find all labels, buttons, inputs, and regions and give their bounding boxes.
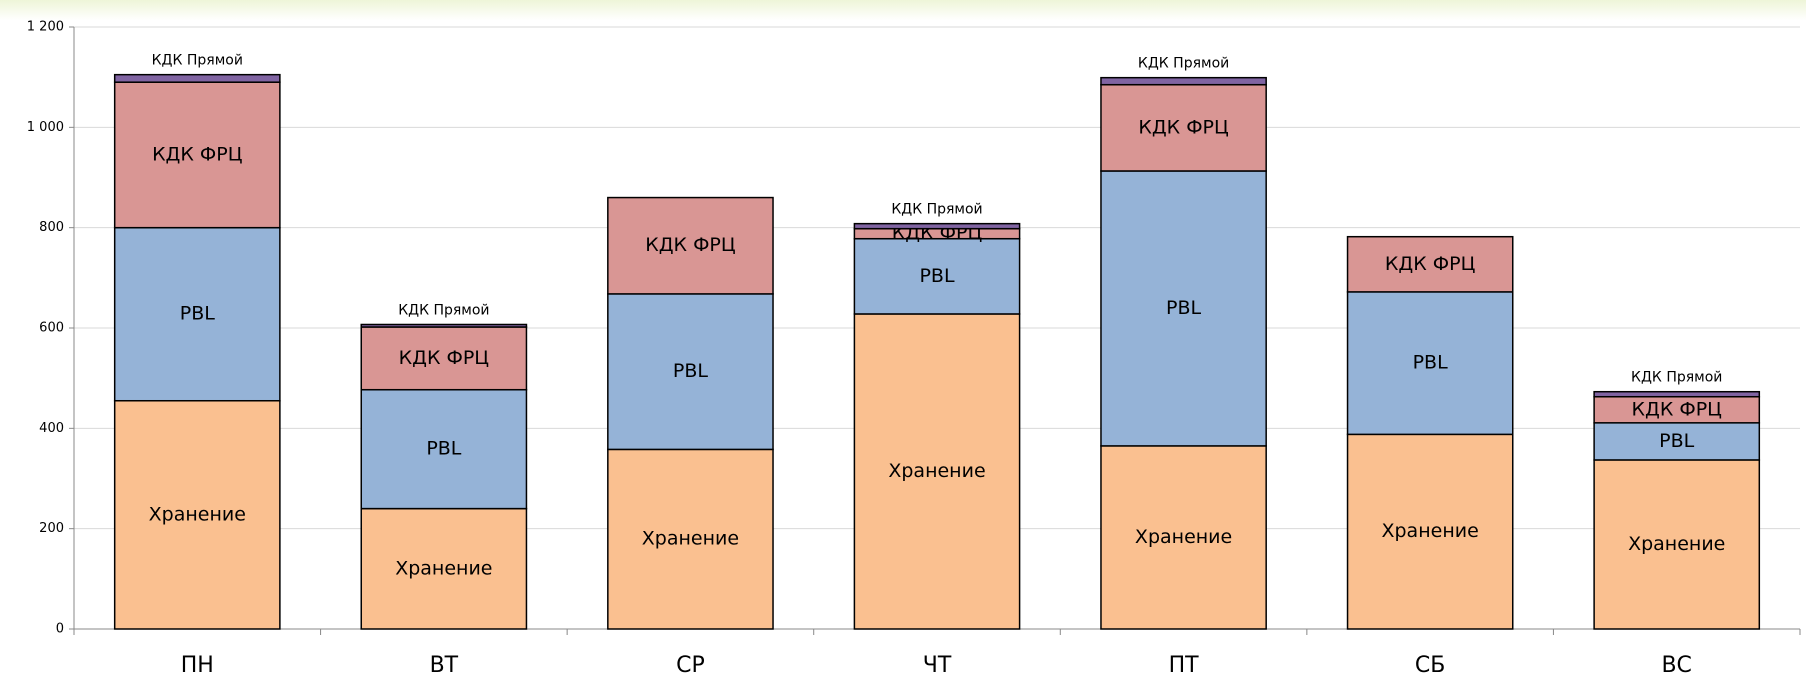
y-tick-label: 1 200 [27, 20, 64, 35]
bar-segment [1100, 445, 1267, 630]
segment-label: PBL [919, 265, 954, 287]
segment-label: Хранение [395, 557, 492, 579]
segment-label: КДК ФРЦ [399, 347, 489, 369]
y-tick-label: 200 [39, 521, 64, 536]
bar-segment [1593, 395, 1761, 424]
segment-label: PBL [673, 360, 708, 382]
segment-label: КДК Прямой [891, 202, 982, 218]
bar-segment [1346, 235, 1514, 293]
segment-label: КДК Прямой [152, 53, 243, 69]
bar-segment [113, 81, 281, 229]
bar-segment [1346, 433, 1514, 630]
x-tick-label: ВТ [430, 653, 459, 678]
segment-label: Хранение [1628, 533, 1725, 555]
segment-label: Хранение [1381, 520, 1478, 542]
segment-label: Хранение [1135, 526, 1232, 548]
x-tick-label: ЧТ [923, 653, 952, 678]
bar-segment [113, 226, 281, 402]
y-tick-label: 600 [39, 321, 64, 336]
segment-label: PBL [1166, 297, 1201, 319]
x-tick-label: ВС [1661, 653, 1691, 678]
x-tick-label: ПН [181, 653, 214, 678]
bar-segment [1593, 422, 1761, 461]
bar-segment [853, 313, 1021, 630]
segment-label: Хранение [149, 503, 246, 525]
x-tick-label: ПТ [1169, 653, 1200, 678]
segment-label: КДК ФРЦ [1385, 253, 1475, 275]
y-tick-label: 400 [39, 421, 64, 436]
segment-label: КДК Прямой [1138, 56, 1229, 72]
bar-segment [360, 507, 528, 630]
bar-segment [1593, 390, 1761, 398]
bar-segment [360, 323, 528, 328]
y-tick-label: 1 000 [27, 120, 64, 135]
x-tick-label: СР [676, 653, 705, 678]
bar-segment [1593, 459, 1761, 630]
bar-segment [1100, 76, 1267, 86]
segment-label: Хранение [888, 460, 985, 482]
bar-segment [853, 222, 1021, 230]
segment-label: PBL [1413, 352, 1448, 374]
segment-label: Хранение [642, 528, 739, 550]
segment-label: PBL [426, 438, 461, 460]
bar-segment [360, 388, 528, 510]
segment-label: КДК ФРЦ [1138, 116, 1228, 138]
segment-label: КДК ФРЦ [152, 143, 242, 165]
bar-segment [607, 196, 774, 295]
y-tick-label: 0 [56, 622, 64, 637]
segment-label: КДК Прямой [1631, 370, 1722, 386]
segment-label: PBL [180, 303, 215, 325]
y-tick-label: 800 [39, 220, 64, 235]
x-tick-label: СБ [1415, 653, 1445, 678]
bar-segment [1100, 83, 1267, 172]
segment-label: КДК Прямой [398, 302, 489, 318]
bar-segment [1100, 170, 1267, 447]
bar-segment [113, 73, 281, 83]
segment-label: КДК ФРЦ [645, 234, 735, 256]
segment-label: PBL [1659, 430, 1694, 452]
bar-segment [853, 237, 1021, 315]
bar-segment [1346, 291, 1514, 436]
bar-segment [360, 326, 528, 391]
bar-segment [607, 448, 774, 630]
bar-segment [113, 399, 281, 630]
segment-label: КДК ФРЦ [1631, 398, 1721, 420]
